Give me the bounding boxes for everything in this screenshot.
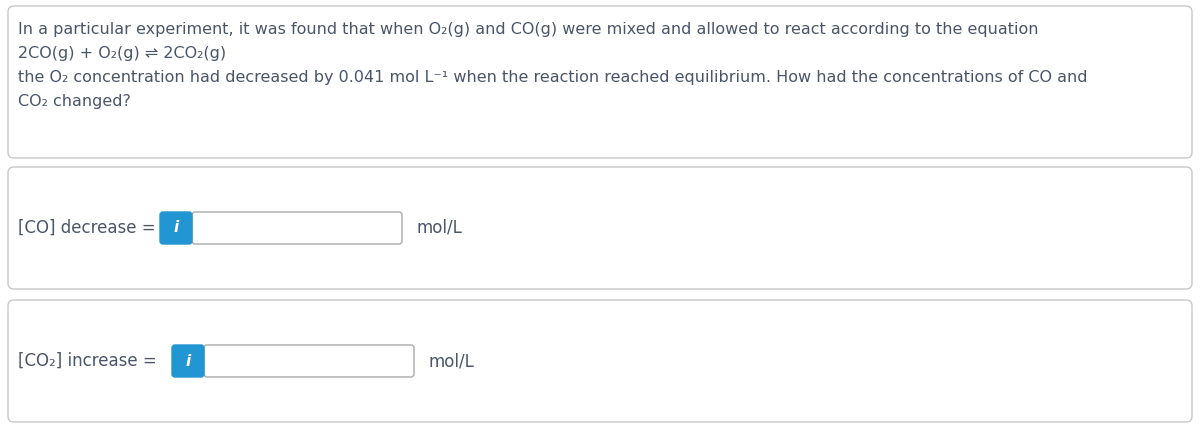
Text: 2CO(g) + O₂(g) ⇌ 2CO₂(g): 2CO(g) + O₂(g) ⇌ 2CO₂(g): [18, 46, 226, 61]
FancyBboxPatch shape: [8, 167, 1192, 289]
FancyBboxPatch shape: [160, 212, 192, 244]
Text: CO₂ changed?: CO₂ changed?: [18, 94, 131, 109]
FancyBboxPatch shape: [172, 345, 204, 377]
Text: In a particular experiment, it was found that when O₂(g) and CO(g) were mixed an: In a particular experiment, it was found…: [18, 22, 1038, 37]
Text: the O₂ concentration had decreased by 0.041 mol L⁻¹ when the reaction reached eq: the O₂ concentration had decreased by 0.…: [18, 70, 1087, 85]
FancyBboxPatch shape: [192, 212, 402, 244]
Text: mol/L: mol/L: [428, 352, 474, 370]
Text: i: i: [173, 221, 179, 236]
Text: [CO₂] increase =: [CO₂] increase =: [18, 352, 157, 370]
Text: i: i: [185, 353, 191, 369]
FancyBboxPatch shape: [204, 345, 414, 377]
FancyBboxPatch shape: [8, 300, 1192, 422]
Text: [CO] decrease =: [CO] decrease =: [18, 219, 156, 237]
Text: mol/L: mol/L: [416, 219, 462, 237]
FancyBboxPatch shape: [8, 6, 1192, 158]
